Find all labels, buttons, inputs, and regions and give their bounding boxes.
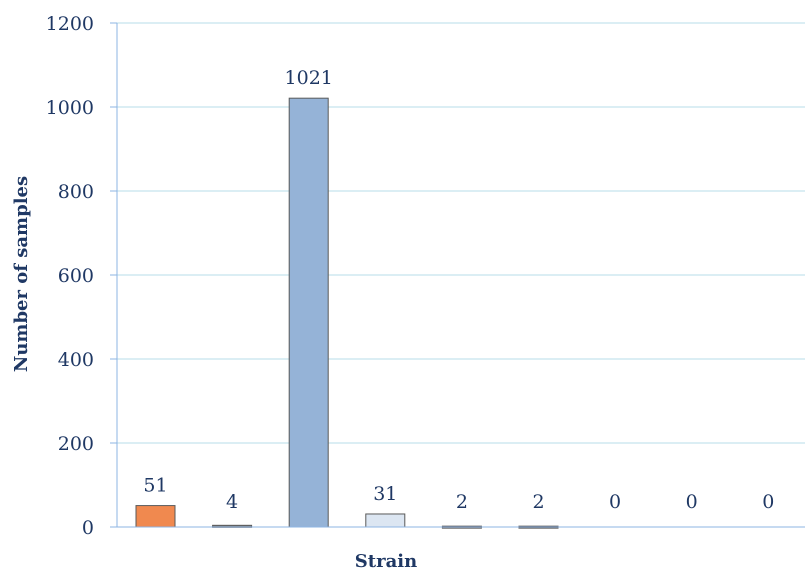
y-tick-label: 200 (58, 433, 94, 455)
bar (288, 97, 329, 528)
y-tick-label: 600 (58, 265, 94, 287)
bar-value-label: 31 (373, 483, 397, 505)
y-tick-label: 400 (58, 349, 94, 371)
bar-value-label: 2 (532, 491, 544, 513)
bar-value-label: 4 (226, 491, 238, 513)
bar-value-label: 51 (143, 475, 167, 497)
y-tick-label: 1000 (46, 97, 94, 119)
gridlines (117, 22, 805, 444)
bar (365, 513, 406, 528)
y-tick-label: 0 (82, 517, 94, 539)
bar-value-label: 0 (686, 491, 698, 513)
y-axis-ticks: 0 200 400 600 800 1000 1200 (46, 13, 117, 539)
y-tick-label: 1200 (46, 13, 94, 35)
bars (135, 97, 559, 529)
bar-value-label: 0 (762, 491, 774, 513)
data-labels: 51 4 1021 31 2 2 0 0 0 (143, 67, 774, 513)
y-axis-title: Number of samples (11, 176, 32, 372)
x-axis-title: Strain (355, 551, 417, 572)
bar (135, 505, 176, 528)
bar-value-label: 1021 (285, 67, 333, 89)
y-tick-label: 800 (58, 181, 94, 203)
bar-value-label: 0 (609, 491, 621, 513)
bar-value-label: 2 (456, 491, 468, 513)
